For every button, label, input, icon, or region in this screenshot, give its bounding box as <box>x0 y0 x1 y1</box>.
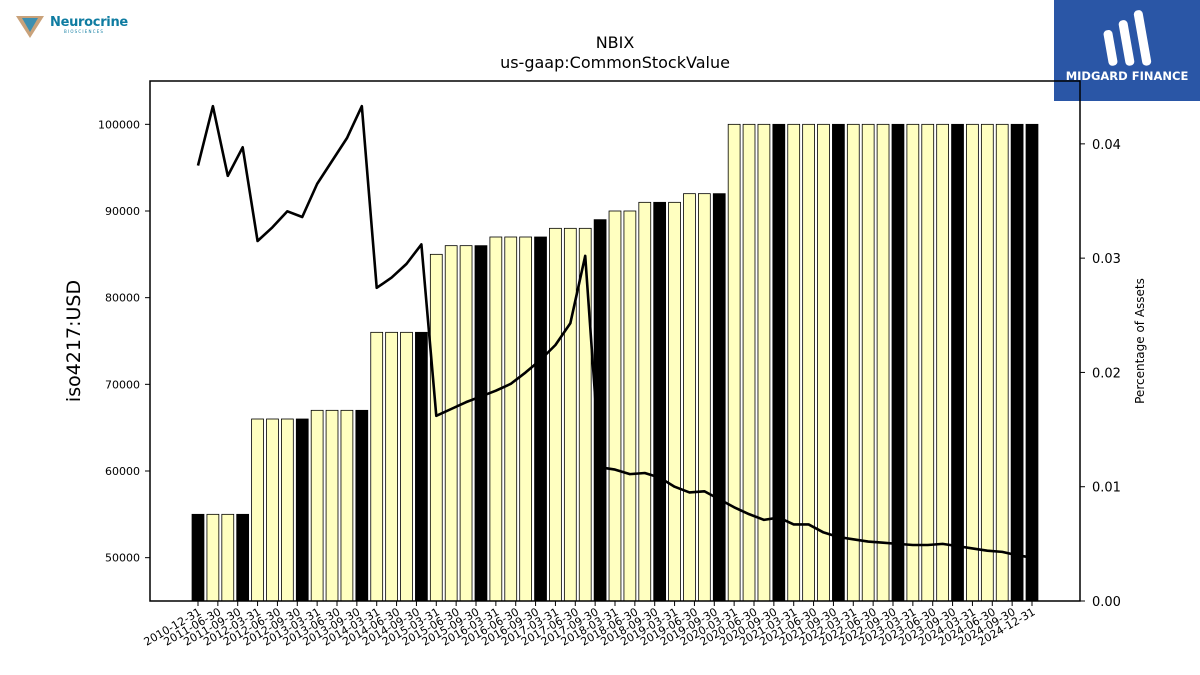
bar-2020-03-31 <box>742 123 756 602</box>
bar-2023-03-31 <box>921 123 935 602</box>
bar-2016-03-31 <box>504 236 518 602</box>
y-tick-label: 60000 <box>105 465 140 478</box>
bar-2011-09-30 <box>236 513 250 602</box>
y-tick-label: 50000 <box>105 552 140 565</box>
bar-2015-06-30 <box>459 245 473 602</box>
neurocrine-logo: Neurocrine BIOSCIENCES <box>14 14 144 44</box>
bar-2021-03-31 <box>802 123 815 602</box>
left-axis-ticks: 50000 60000 70000 80000 90000 100000 <box>98 118 150 565</box>
bar-2016-09-30 <box>534 236 547 602</box>
bar-2014-12-31 <box>429 253 443 602</box>
bar-2022-06-30 <box>876 123 890 602</box>
percentage-of-assets-line <box>196 104 1033 559</box>
bar-2012-09-30 <box>295 418 309 602</box>
bar-2013-09-30 <box>355 409 369 602</box>
y-tick-label: 100000 <box>98 118 140 131</box>
bar-2013-12-31 <box>370 331 384 602</box>
y-axis-label: iso4217:USD <box>63 280 85 402</box>
bar-2022-03-31 <box>861 123 875 602</box>
bar-2020-12-31 <box>787 123 801 602</box>
bar-2022-12-31 <box>906 123 920 602</box>
midgard-finance-logo: MIDGARD FINANCE <box>1054 0 1200 101</box>
bar-2014-09-30 <box>415 331 428 602</box>
bar-2017-06-30 <box>578 227 592 602</box>
left-logo-subtext: BIOSCIENCES <box>64 29 105 34</box>
bar-2016-12-31 <box>549 227 562 602</box>
bar-2012-12-31 <box>310 409 324 602</box>
bar-2024-06-30 <box>995 123 1009 602</box>
bar-2014-06-30 <box>400 331 413 602</box>
bar-2018-12-31 <box>668 201 681 602</box>
neurocrine-mark-icon <box>16 16 44 38</box>
y2-tick-label: 0.00 <box>1092 595 1121 610</box>
bar-2018-06-30 <box>638 201 652 602</box>
bar-2011-12-31 <box>251 418 264 602</box>
bar-2020-09-30 <box>772 123 786 602</box>
right-axis-ticks: 0.00 0.01 0.02 0.03 0.04 <box>1080 138 1121 610</box>
bar-2011-06-30 <box>221 513 235 602</box>
chart-title: NBIX <box>596 33 635 52</box>
bar-2010-12-31 <box>191 513 205 602</box>
bar-2023-12-31 <box>966 123 979 602</box>
bar-2019-03-31 <box>683 193 696 602</box>
y2-tick-label: 0.03 <box>1092 252 1121 267</box>
y2-tick-label: 0.01 <box>1092 481 1121 496</box>
bar-2013-06-30 <box>340 409 354 602</box>
bar-2012-06-30 <box>280 418 294 602</box>
bar-2011-03-31 <box>206 513 220 602</box>
bar-2020-06-30 <box>757 123 771 602</box>
bar-2015-03-31 <box>444 245 458 602</box>
bar-2021-12-31 <box>846 123 860 602</box>
y-tick-label: 90000 <box>105 205 140 218</box>
y2-tick-label: 0.04 <box>1092 138 1121 153</box>
bar-2017-03-31 <box>563 227 577 602</box>
y-tick-label: 80000 <box>105 292 140 305</box>
bar-2015-12-31 <box>489 236 503 602</box>
bar-2012-03-31 <box>266 418 279 602</box>
y2-tick-label: 0.02 <box>1092 366 1121 381</box>
bars-group <box>191 123 1039 602</box>
bar-2019-09-30 <box>712 193 726 602</box>
bar-2015-09-30 <box>474 245 488 602</box>
left-logo-text: Neurocrine <box>50 15 128 30</box>
bar-2019-06-30 <box>698 193 711 602</box>
bar-2017-12-31 <box>608 210 622 602</box>
bar-2024-09-30 <box>1010 123 1024 602</box>
bar-2019-12-31 <box>727 123 741 602</box>
right-logo-text: MIDGARD FINANCE <box>1065 69 1189 83</box>
bar-2023-09-30 <box>951 123 964 602</box>
bar-2023-06-30 <box>936 123 950 602</box>
y2-axis-label: Percentage of Assets <box>1133 278 1147 404</box>
bar-2018-03-31 <box>623 210 637 602</box>
midgard-mark-icon <box>1103 10 1152 66</box>
bar-2021-09-30 <box>832 123 845 602</box>
y-tick-label: 70000 <box>105 378 140 391</box>
bar-2014-03-31 <box>385 331 398 602</box>
chart-subtitle: us-gaap:CommonStockValue <box>500 53 730 72</box>
bar-2013-03-31 <box>325 409 339 602</box>
bar-2024-03-31 <box>980 123 994 602</box>
x-axis-ticks: 2010-12-312011-06-302011-09-302012-03-31… <box>142 601 1038 649</box>
bar-2024-12-31 <box>1025 123 1039 602</box>
bar-2018-09-30 <box>653 201 667 602</box>
bar-2016-06-30 <box>519 236 533 602</box>
bar-2022-09-30 <box>891 123 905 602</box>
